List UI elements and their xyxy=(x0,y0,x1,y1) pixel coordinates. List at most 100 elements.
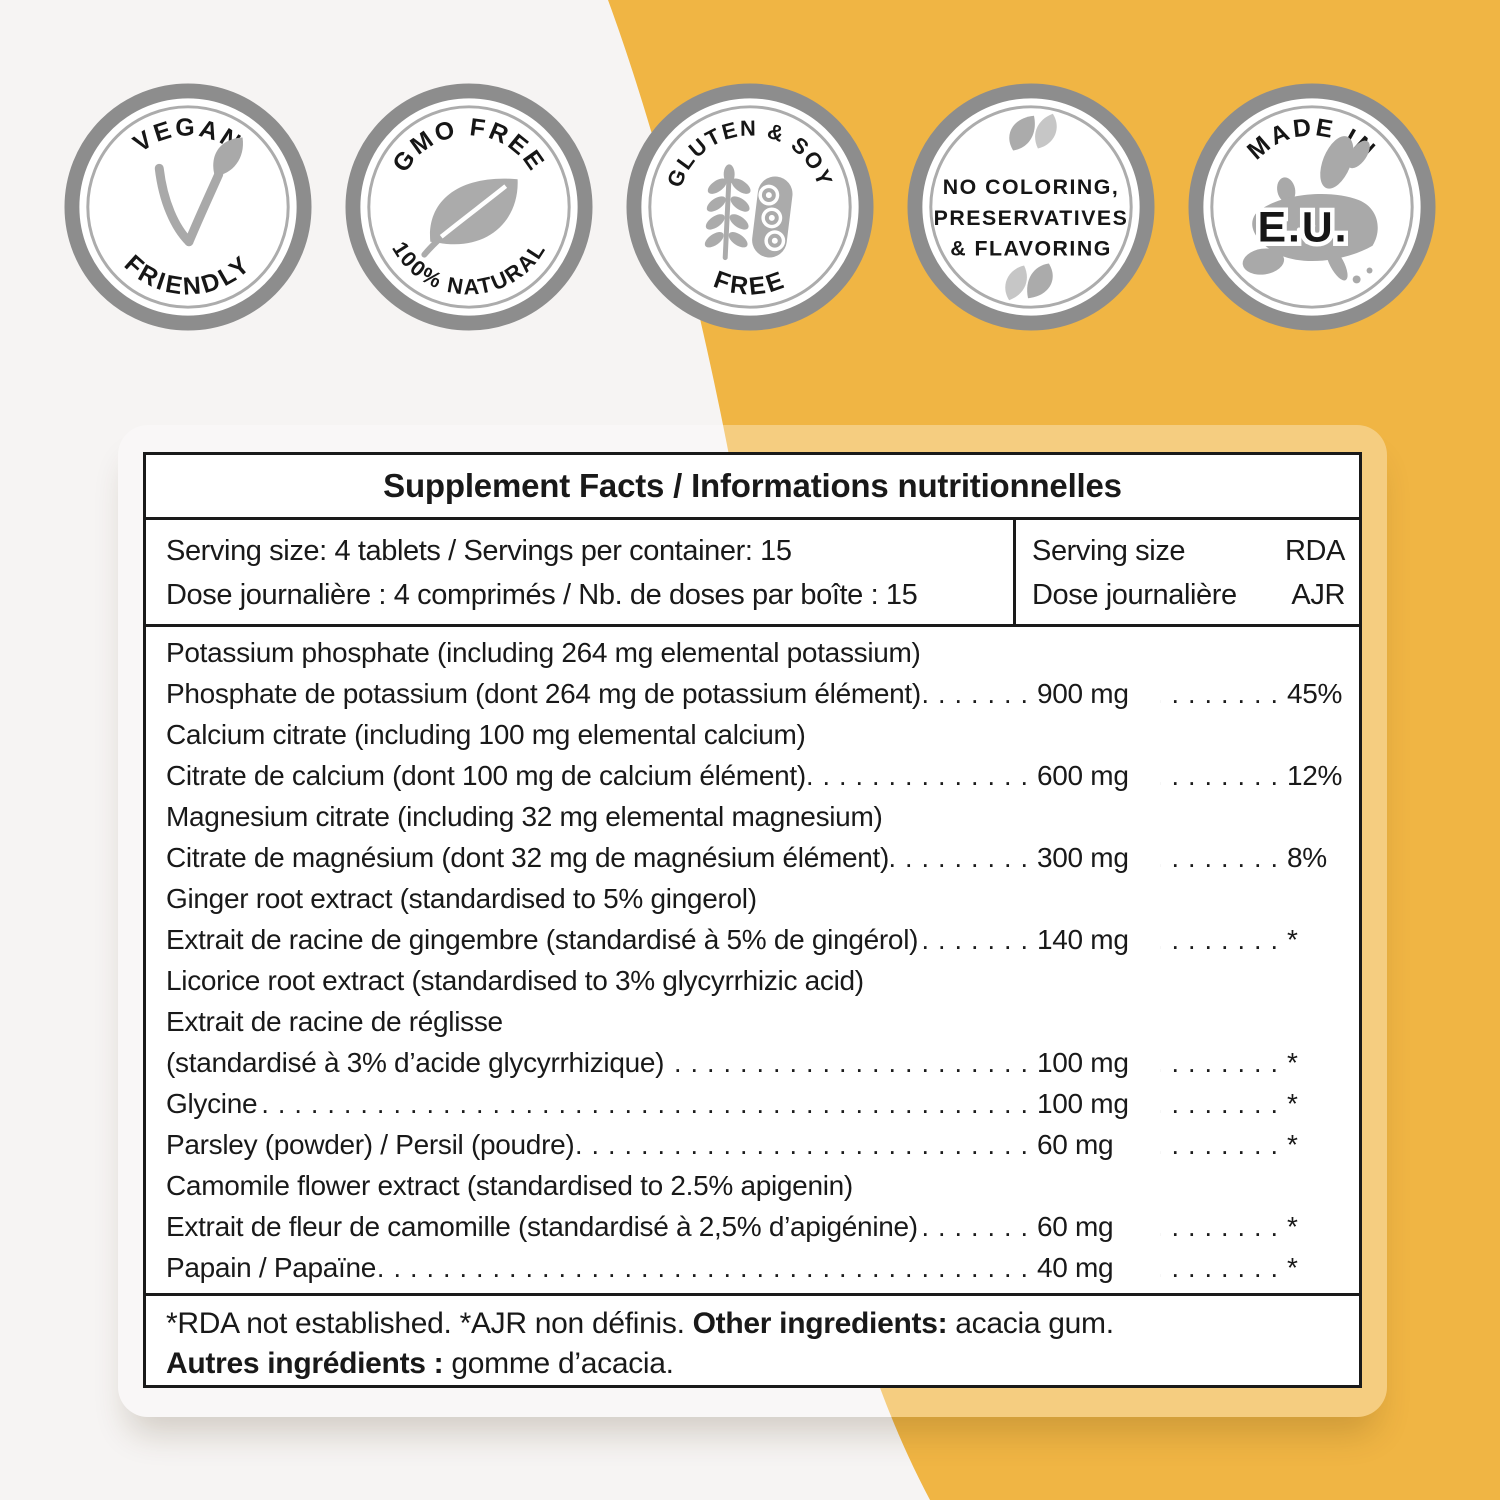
dot-leader xyxy=(257,1083,1037,1125)
ingredient-line: (standardisé à 3% d’acide glycyrrhizique… xyxy=(166,1042,1347,1083)
dot-leader xyxy=(1160,755,1287,797)
ingredients-list: Potassium phosphate (including 264 mg el… xyxy=(146,627,1359,1293)
dot-leader xyxy=(1160,1042,1287,1084)
ingredient-line: Parsley (powder) / Persil (poudre) 60 mg… xyxy=(166,1124,1347,1165)
other-ingredients-label-en: Other ingredients: xyxy=(692,1307,948,1340)
badge-gluten-soy-free: GLUTEN & SOY FREE xyxy=(626,83,874,331)
dot-leader xyxy=(664,1042,1037,1084)
ingredient-line: Licorice root extract (standardised to 3… xyxy=(166,960,1347,1001)
dot-leader xyxy=(806,755,1037,797)
ingredient-name: Glycine xyxy=(166,1088,258,1119)
ingredient-rda: * xyxy=(1287,1252,1298,1283)
ingredient-line: Extrait de fleur de camomille (standardi… xyxy=(166,1206,1347,1247)
badge-gmo-free: GMO FREE 100% NATURAL xyxy=(345,83,593,331)
rda-header-line: Serving size RDA xyxy=(1032,529,1345,573)
ingredient-name: Magnesium citrate (including 32 mg eleme… xyxy=(166,801,883,832)
ingredient-amount: 100 mg xyxy=(1037,1047,1129,1078)
badge-line1: NO COLORING, xyxy=(943,175,1120,199)
dot-leader xyxy=(918,1206,1037,1248)
ingredient-line: Ginger root extract (standardised to 5% … xyxy=(166,878,1347,919)
ingredient-name: (standardisé à 3% d’acide glycyrrhizique… xyxy=(166,1047,665,1078)
dot-leader xyxy=(921,673,1037,715)
ingredient-line: Potassium phosphate (including 264 mg el… xyxy=(166,632,1347,673)
rda-header-label-en: Serving size xyxy=(1032,535,1186,567)
ingredient-amount: 60 mg xyxy=(1037,1211,1114,1242)
ingredient-name: Citrate de magnésium (dont 32 mg de magn… xyxy=(166,842,890,873)
ingredient-name: Citrate de calcium (dont 100 mg de calci… xyxy=(166,760,806,791)
badge-center-text: E.U. xyxy=(1258,204,1349,252)
label-card: Supplement Facts / Informations nutritio… xyxy=(118,425,1387,1417)
ingredient-name: Papain / Papaïne xyxy=(166,1252,377,1283)
badge-made-in-eu: MADE IN E.U. xyxy=(1188,83,1436,331)
dot-leader xyxy=(574,1124,1037,1166)
rda-header-label-fr: Dose journalière xyxy=(1032,579,1237,611)
ingredient-line: Glycine 100 mg * xyxy=(166,1083,1347,1124)
dot-leader xyxy=(1160,673,1287,715)
ingredient-amount: 60 mg xyxy=(1037,1129,1114,1160)
ingredient-amount: 900 mg xyxy=(1037,678,1129,709)
ingredient-name: Extrait de racine de gingembre (standard… xyxy=(166,924,919,955)
dot-leader xyxy=(1160,1206,1287,1248)
certification-badges-row: VEGAN FRIENDLY GMO FREE 100% NATURAL xyxy=(64,83,1436,331)
ingredient-line: Papain / Papaïne 40 mg * xyxy=(166,1247,1347,1288)
ingredient-line: Citrate de magnésium (dont 32 mg de magn… xyxy=(166,837,1347,878)
supplement-facts-table: Supplement Facts / Informations nutritio… xyxy=(143,452,1362,1388)
ingredient-name: Parsley (powder) / Persil (poudre) xyxy=(166,1129,575,1160)
badge-line2: PRESERVATIVES xyxy=(934,206,1129,230)
ingredient-rda: * xyxy=(1287,1211,1298,1242)
serving-line-en: Serving size: 4 tablets / Servings per c… xyxy=(166,535,792,567)
rda-header-value-fr: AJR xyxy=(1291,579,1345,611)
other-ingredients-value-fr: gomme d’acacia. xyxy=(443,1347,674,1380)
badge-vegan-friendly: VEGAN FRIENDLY xyxy=(64,83,312,331)
ingredient-name: Potassium phosphate (including 264 mg el… xyxy=(166,637,921,668)
serving-line-fr: Dose journalière : 4 comprimés / Nb. de … xyxy=(166,579,918,611)
other-ingredients-value-en: acacia gum. xyxy=(947,1307,1114,1340)
ingredient-name: Camomile flower extract (standardised to… xyxy=(166,1170,853,1201)
table-title: Supplement Facts / Informations nutritio… xyxy=(146,455,1359,520)
rda-disclaimer: *RDA not established. *AJR non définis. xyxy=(166,1307,693,1340)
ingredient-amount: 100 mg xyxy=(1037,1088,1129,1119)
ingredient-line: Camomile flower extract (standardised to… xyxy=(166,1165,1347,1206)
serving-info: Serving size: 4 tablets / Servings per c… xyxy=(146,520,1016,624)
badge-no-additives: NO COLORING, PRESERVATIVES & FLAVORING xyxy=(907,83,1155,331)
ingredient-name: Ginger root extract (standardised to 5% … xyxy=(166,883,757,914)
ingredient-line: Phosphate de potassium (dont 264 mg de p… xyxy=(166,673,1347,714)
dot-leader xyxy=(1160,919,1287,961)
leaf-icon xyxy=(421,178,518,258)
ingredient-name: Phosphate de potassium (dont 264 mg de p… xyxy=(166,678,921,709)
ingredient-line: Calcium citrate (including 100 mg elemen… xyxy=(166,714,1347,755)
rda-column-header: Serving size RDA Dose journalière AJR xyxy=(1016,520,1359,624)
ingredient-rda: * xyxy=(1287,1088,1298,1119)
ingredient-rda: 8% xyxy=(1287,842,1327,873)
dot-leader xyxy=(1160,1247,1287,1289)
ingredient-rda: 45% xyxy=(1287,678,1343,709)
ingredient-name: Calcium citrate (including 100 mg elemen… xyxy=(166,719,806,750)
ingredient-name: Licorice root extract (standardised to 3… xyxy=(166,965,864,996)
ingredient-line: Extrait de racine de réglisse xyxy=(166,1001,1347,1042)
dot-leader xyxy=(889,837,1037,879)
dot-leader xyxy=(1160,837,1287,879)
wheat-soy-icon xyxy=(704,164,793,261)
ingredient-line: Citrate de calcium (dont 100 mg de calci… xyxy=(166,755,1347,796)
vegan-v-icon xyxy=(154,137,243,247)
ingredient-amount: 40 mg xyxy=(1037,1252,1114,1283)
rda-header-value-en: RDA xyxy=(1284,535,1345,567)
dot-leader xyxy=(918,919,1037,961)
ingredient-name: Extrait de fleur de camomille (standardi… xyxy=(166,1211,918,1242)
ingredient-amount: 600 mg xyxy=(1037,760,1129,791)
ingredient-line: Extrait de racine de gingembre (standard… xyxy=(166,919,1347,960)
footnote-section: *RDA not established. *AJR non définis. … xyxy=(146,1293,1359,1385)
footnote-line-1: *RDA not established. *AJR non définis. … xyxy=(166,1304,1339,1344)
dot-leader xyxy=(1160,1124,1287,1166)
ingredient-amount: 300 mg xyxy=(1037,842,1129,873)
serving-row: Serving size: 4 tablets / Servings per c… xyxy=(146,520,1359,627)
ingredient-name: Extrait de racine de réglisse xyxy=(166,1006,503,1037)
leaf-ornament-icon xyxy=(1005,263,1053,301)
ingredient-rda: 12% xyxy=(1287,760,1343,791)
ingredient-rda: * xyxy=(1287,1047,1298,1078)
footnote-line-2: Autres ingrédients : gomme d’acacia. xyxy=(166,1344,1339,1384)
dot-leader xyxy=(1160,1083,1287,1125)
ingredient-rda: * xyxy=(1287,1129,1298,1160)
europe-map-icon xyxy=(1242,136,1378,284)
